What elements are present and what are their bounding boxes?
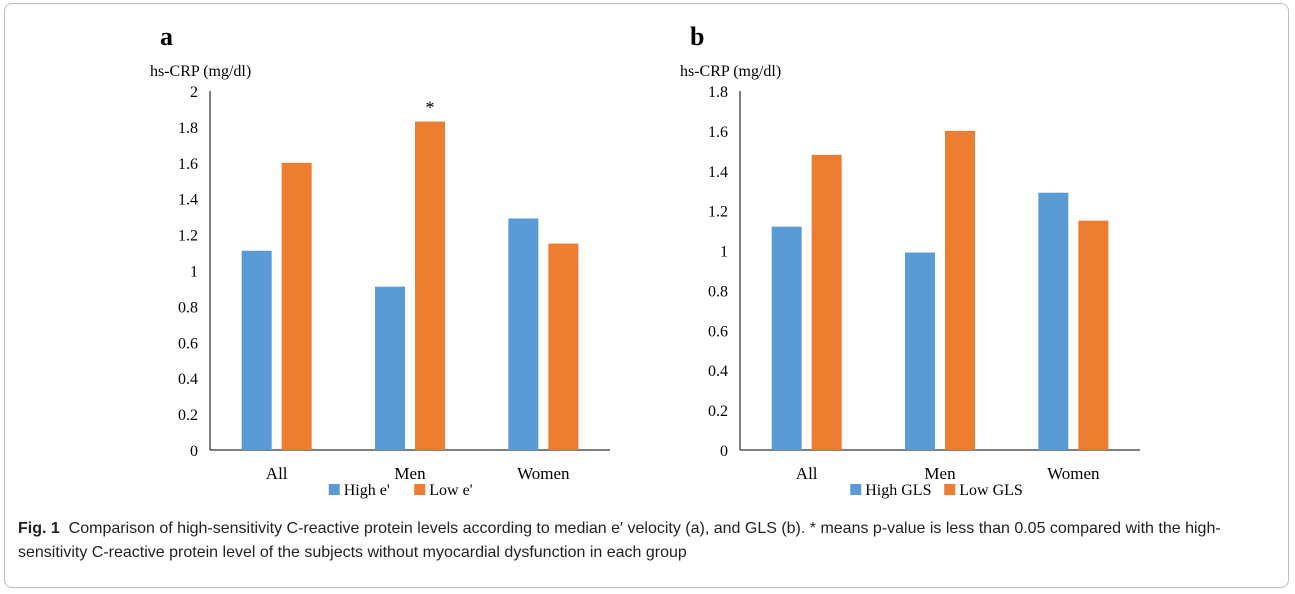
chart-panel-a: a hs-CRP (mg/dl) 0 0.2 0.4 0.6 0.8 1 1.2 1.4 1.6 1.… <box>150 22 610 499</box>
y-tick-label: 0.4 <box>708 363 728 380</box>
bar-men-series-1 <box>415 121 445 450</box>
x-tick-label: Women <box>1047 464 1100 483</box>
bar-all-series-1 <box>811 154 842 451</box>
y-axis-label: hs-CRP (mg/dl) <box>680 63 781 80</box>
figure-caption: Fig. 1 Comparison of high-sensitivity C-… <box>18 517 1278 565</box>
legend-swatch-1 <box>414 484 426 495</box>
chart-panel-b: b hs-CRP (mg/dl) 0 0.2 0.4 0.6 0.8 1 1.2 1.4 1.6 1.… <box>680 22 1140 499</box>
bar-men-series-0 <box>905 252 935 450</box>
bar-women-series-1 <box>1078 220 1109 450</box>
y-tick-label: 0.4 <box>178 371 198 388</box>
x-tick-label: Women <box>517 464 570 483</box>
y-tick-label: 1.4 <box>178 192 198 209</box>
y-tick-label: 0.8 <box>708 283 728 300</box>
y-tick-label: 1.8 <box>178 120 198 137</box>
y-tick-label: 0.2 <box>178 407 198 424</box>
significance-marker: * <box>426 98 435 118</box>
bar-women-series-1 <box>548 243 579 450</box>
bar-men-series-1 <box>945 130 975 450</box>
caption-label: Fig. 1 <box>18 520 60 537</box>
bar-all-series-0 <box>241 250 272 450</box>
bar-all-series-1 <box>281 162 312 451</box>
y-tick-label: 0.8 <box>178 299 198 316</box>
y-tick-label: 0.2 <box>708 403 728 420</box>
y-tick-label: 1.6 <box>178 156 198 173</box>
bar-women-series-0 <box>1038 192 1069 450</box>
y-tick-label: 1.2 <box>708 204 728 221</box>
y-tick-label: 1 <box>720 244 728 261</box>
x-tick-label: Men <box>394 464 426 483</box>
legend-label-0: High GLS <box>865 482 931 499</box>
bar-all-series-0 <box>771 226 802 450</box>
legend-swatch-1 <box>944 484 956 495</box>
y-tick-label: 2 <box>190 84 198 101</box>
y-tick-label: 1.4 <box>708 164 728 181</box>
y-tick-label: 0.6 <box>708 323 728 340</box>
bar-men-series-0 <box>375 286 405 450</box>
caption-text: Comparison of high-sensitivity C-reactiv… <box>18 520 1221 561</box>
x-tick-label: All <box>266 464 288 483</box>
figure-frame <box>4 3 1289 588</box>
y-tick-label: 0 <box>190 443 198 460</box>
y-tick-label: 1.8 <box>708 84 728 101</box>
legend-swatch-0 <box>850 484 862 495</box>
legend-label-1: Low e' <box>429 482 472 499</box>
legend-label-0: High e' <box>344 482 390 499</box>
y-axis-label: hs-CRP (mg/dl) <box>150 63 251 80</box>
y-tick-label: 1.6 <box>708 124 728 141</box>
y-tick-label: 0 <box>720 443 728 460</box>
panel-letter: a <box>160 22 173 51</box>
x-tick-label: All <box>796 464 818 483</box>
y-tick-label: 1 <box>190 264 198 281</box>
y-tick-label: 0.6 <box>178 335 198 352</box>
bar-women-series-0 <box>508 218 539 450</box>
legend-swatch-0 <box>328 484 340 495</box>
y-tick-label: 1.2 <box>178 228 198 245</box>
panel-letter: b <box>690 22 704 51</box>
x-tick-label: Men <box>924 464 956 483</box>
legend-label-1: Low GLS <box>959 482 1023 499</box>
